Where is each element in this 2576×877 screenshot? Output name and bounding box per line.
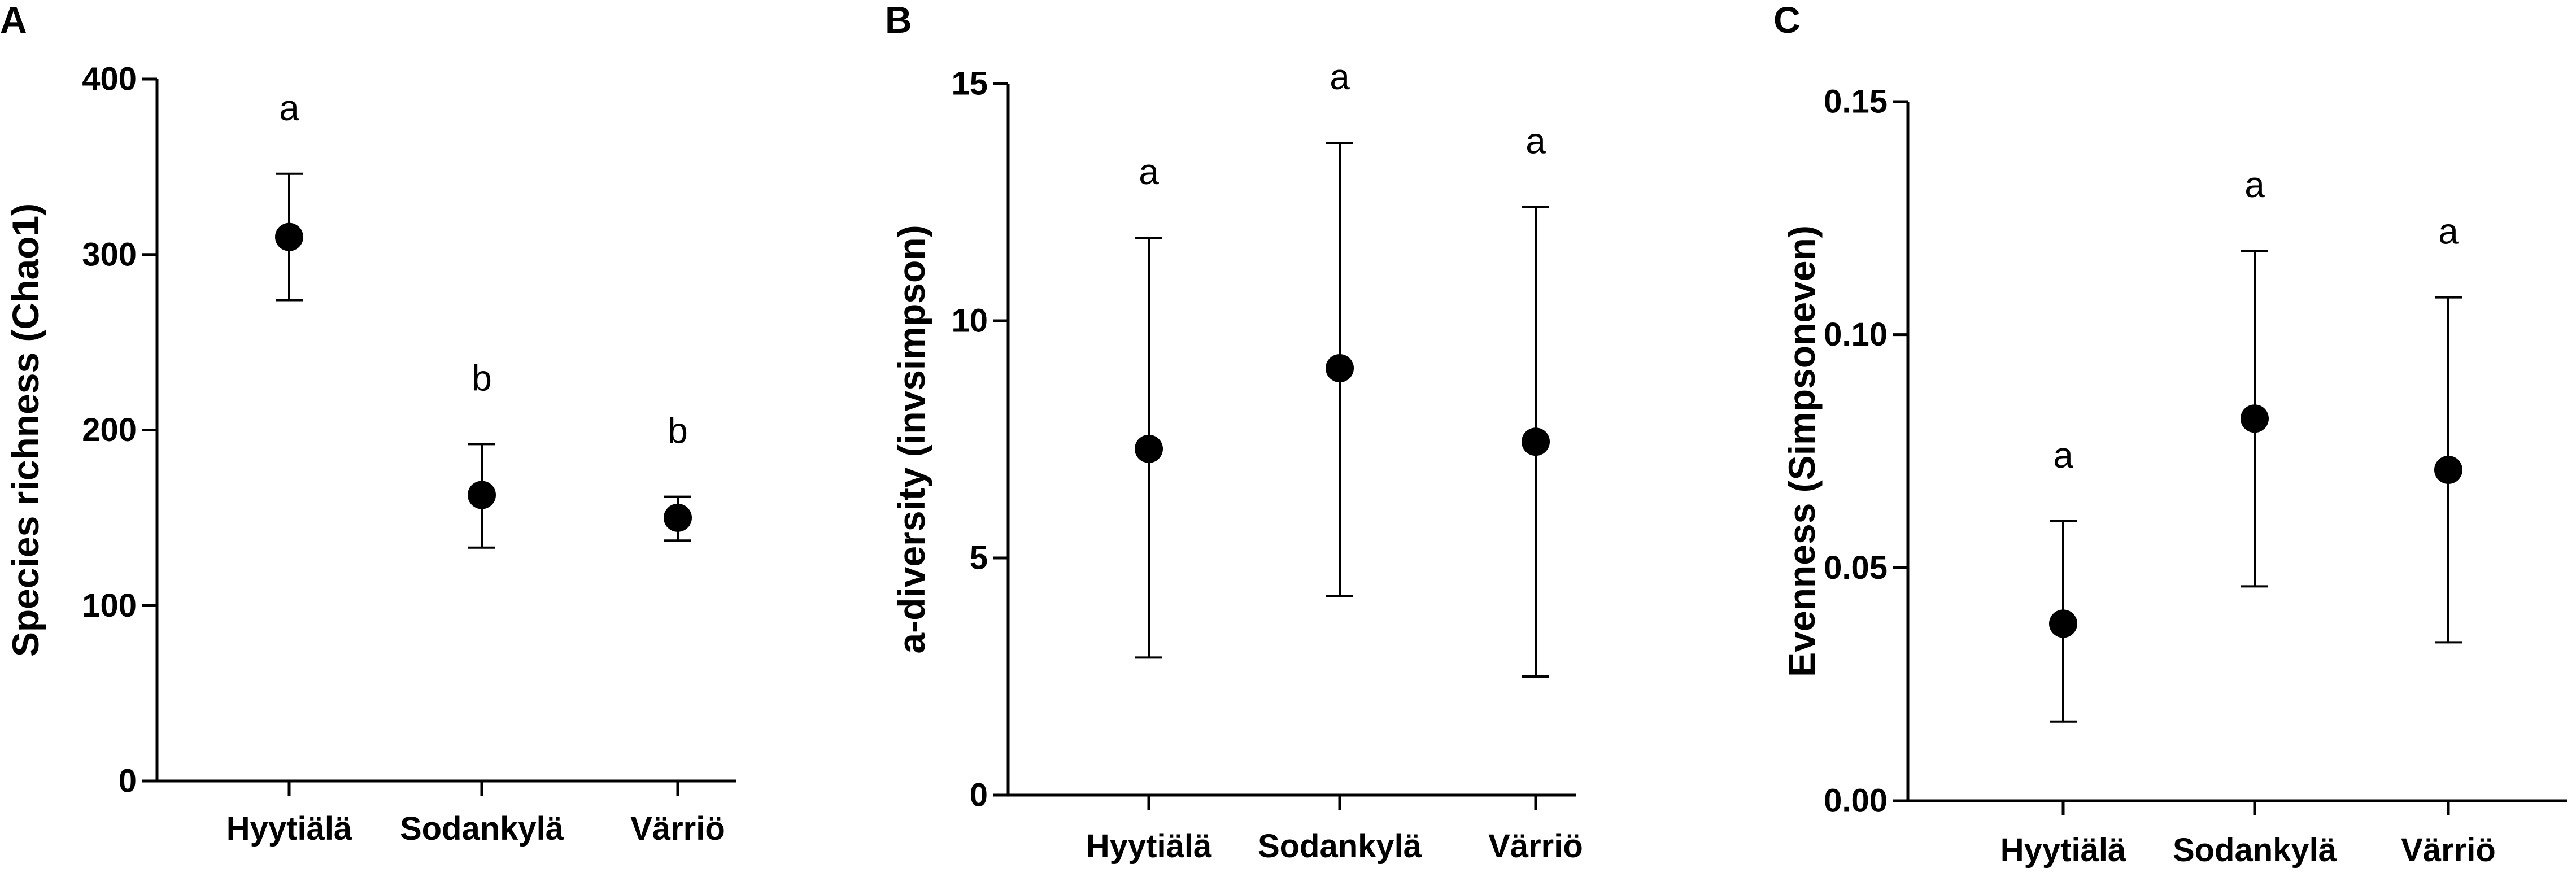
y-tick-label: 200 [82,412,137,448]
data-point [1326,354,1354,382]
x-category-label: Värriö [630,810,725,847]
y-tick-label: 100 [82,587,137,624]
data-point [664,503,692,532]
y-tick-label: 10 [951,303,988,339]
y-axis-title: Species richness (Chao1) [5,203,46,657]
x-category-label: Hyytiälä [1086,828,1212,865]
significance-letter: a [2244,164,2265,205]
x-category-label: Sodankylä [2173,832,2337,869]
x-category-label: Sodankylä [400,810,564,847]
data-point [1135,434,1163,463]
x-category-label: Hyytiälä [2000,832,2126,869]
y-tick-label: 0.15 [1824,84,1888,120]
x-category-label: Hyytiälä [226,810,352,847]
panel-letter: B [885,0,912,41]
y-axis-title: a-diversity (invsimpson) [891,225,932,653]
x-category-label: Sodankylä [1258,828,1422,865]
panel-letter: C [1773,0,1801,41]
data-point [468,481,496,509]
panel-letter: A [0,0,27,41]
y-tick-label: 5 [970,540,988,577]
y-tick-label: 15 [951,66,988,102]
y-tick-label: 0 [119,763,137,800]
panel-b: Ba-diversity (invsimpson) 0 5 10 15 Hyytiälä S… [885,0,1583,865]
data-point [2241,404,2269,433]
y-tick-label: 0.05 [1824,549,1888,586]
significance-letter: a [1525,120,1546,161]
y-tick-label: 0.00 [1824,783,1888,819]
y-tick-label: 300 [82,236,137,273]
data-point [2049,609,2077,638]
significance-letter: b [668,411,688,451]
y-tick-label: 0 [970,777,988,814]
data-point [275,222,303,251]
y-tick-label: 0.10 [1824,316,1888,353]
significance-letter: a [2438,211,2459,252]
y-axis-title: Evenness (Simpsoneven) [1781,225,1823,677]
significance-letter: a [1139,151,1159,192]
significance-letter: a [1330,56,1350,97]
panel-a: A Species richness (Chao1) 0 100 200 300 400 Hy… [0,0,736,847]
data-point [2434,456,2462,485]
x-category-label: Värriö [1488,828,1583,865]
significance-letter: a [279,88,299,128]
significance-letter: b [472,357,492,398]
panel-c: C Evenness (Simpsoneven) 0.00 0.05 0.10 0.15 H… [1773,0,2567,869]
significance-letter: a [2053,435,2073,475]
y-tick-label: 400 [82,61,137,98]
x-category-label: Värriö [2401,832,2496,869]
data-point [1522,427,1550,456]
